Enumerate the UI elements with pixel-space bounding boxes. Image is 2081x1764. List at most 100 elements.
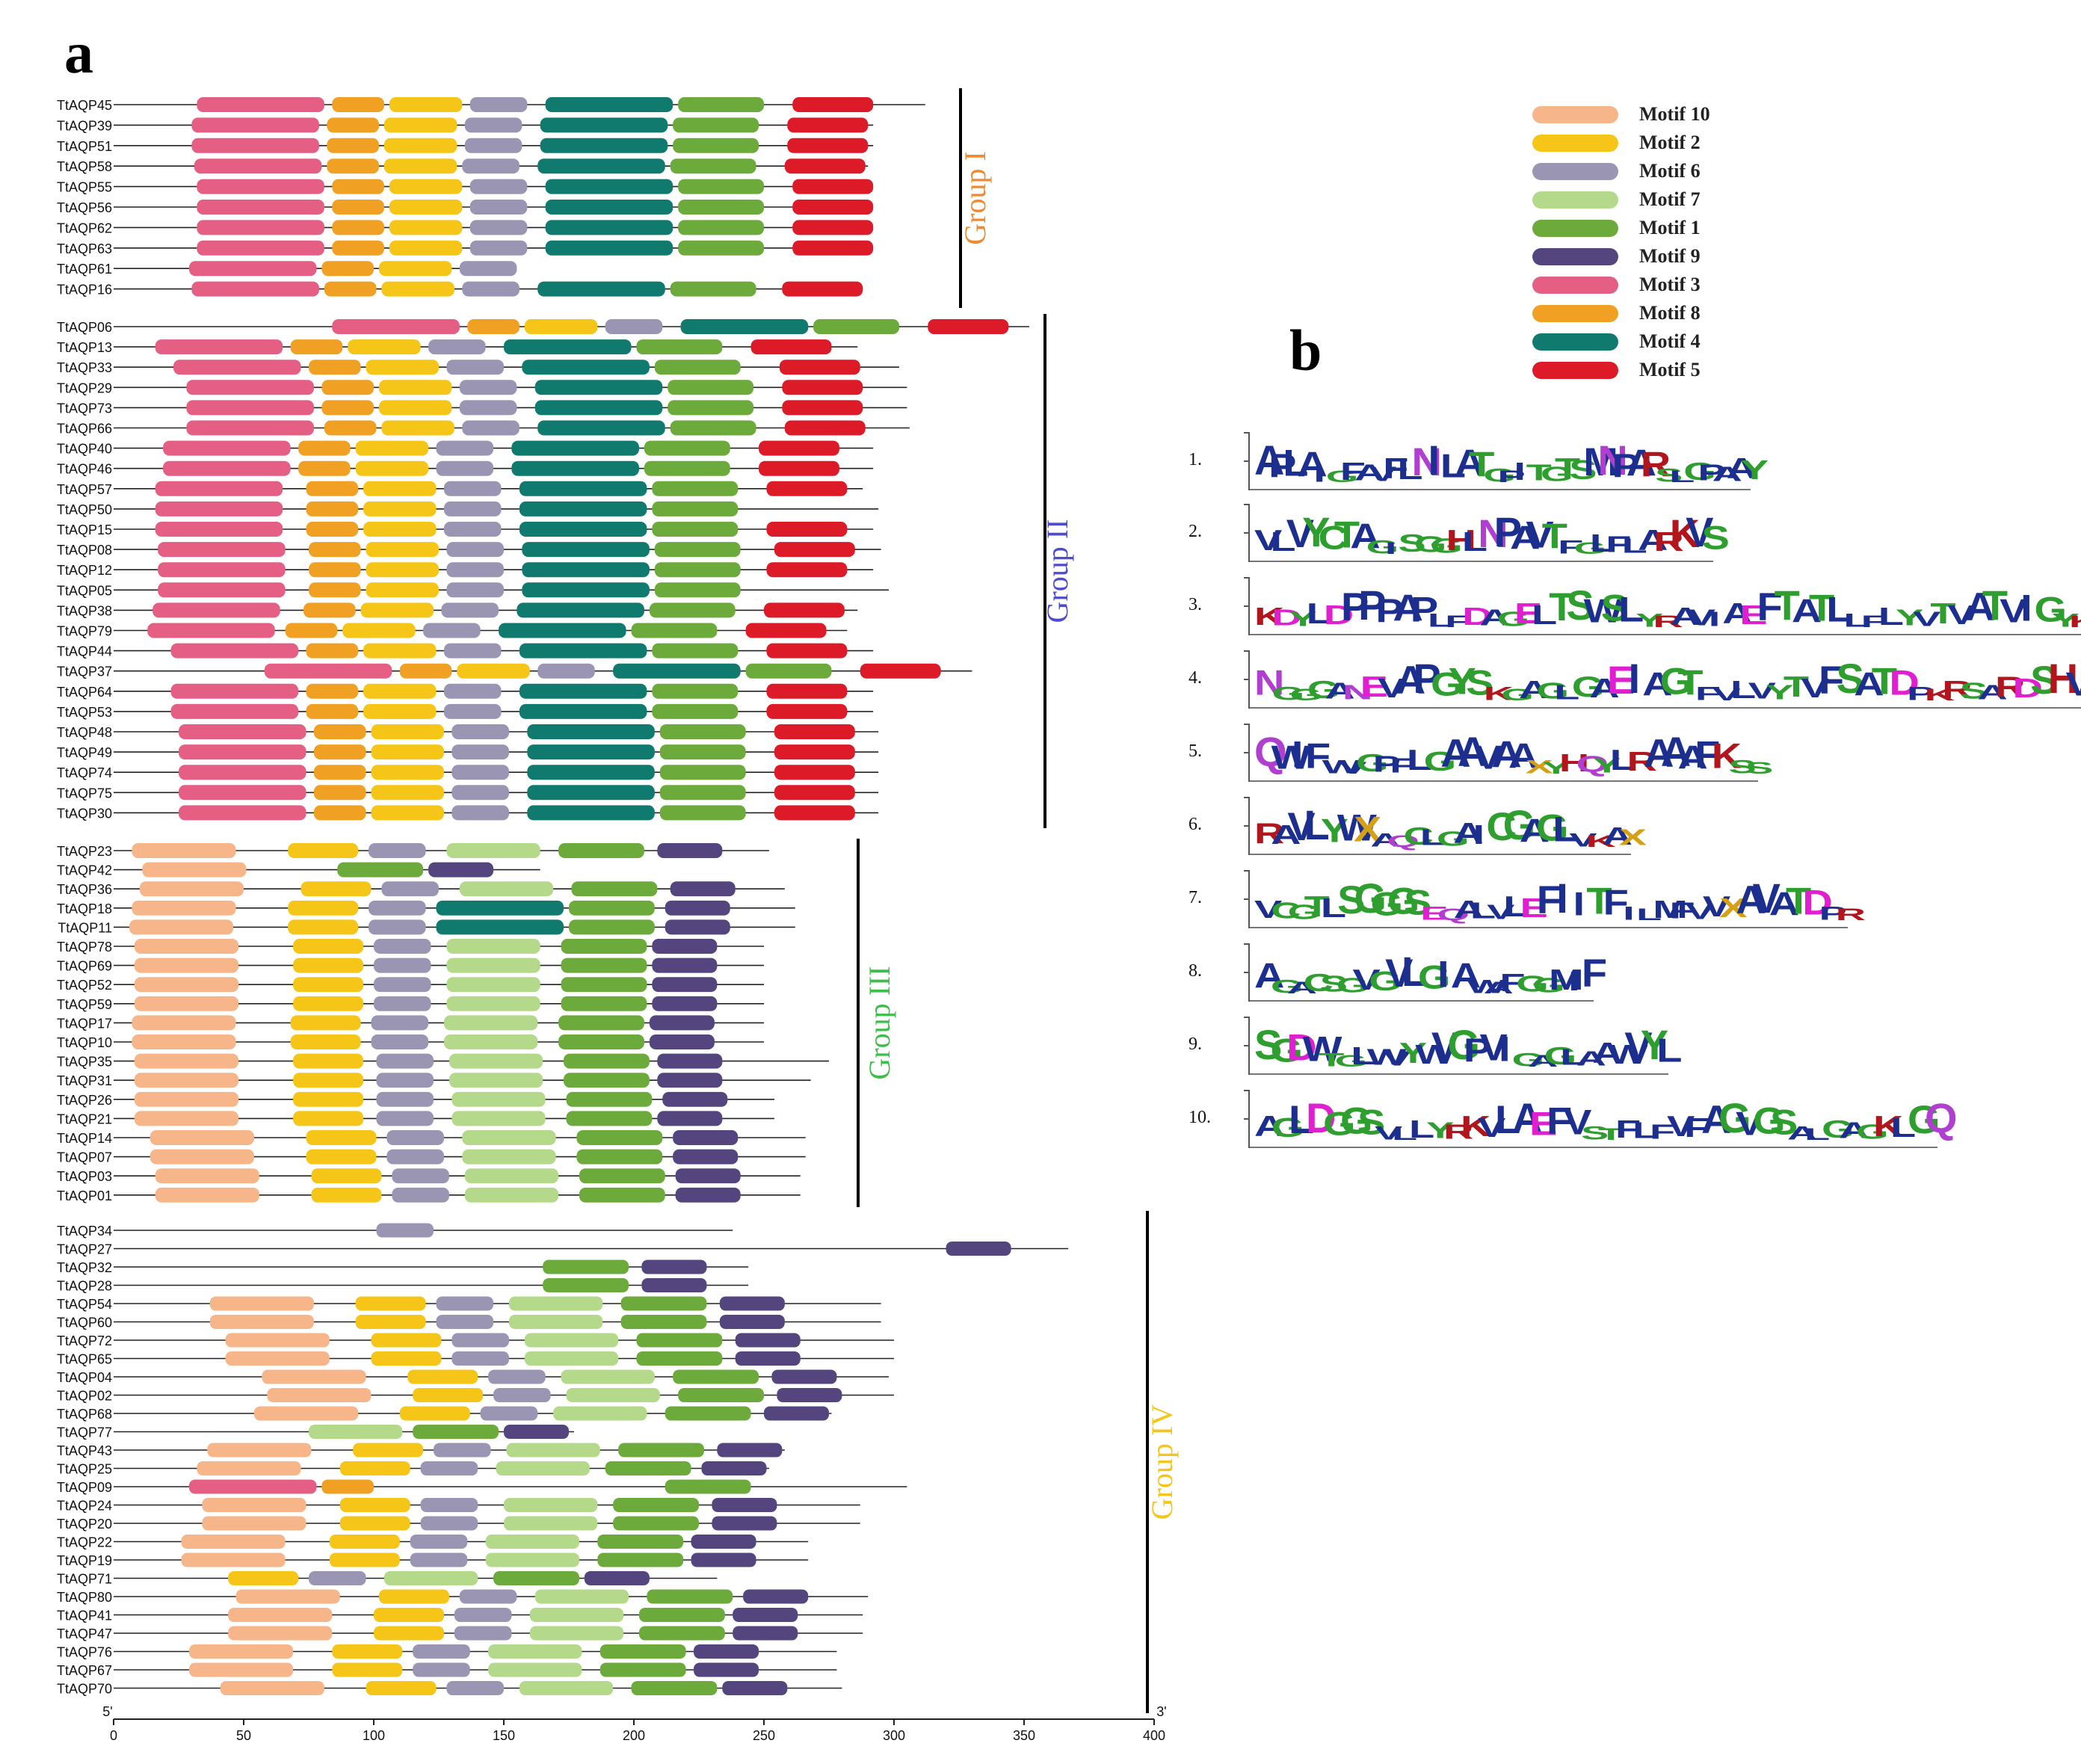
logo-letter: I bbox=[1473, 818, 1485, 850]
motif-box-m7 bbox=[506, 1443, 600, 1458]
motif-box-m7 bbox=[553, 1406, 647, 1421]
group-label: Group II bbox=[1040, 519, 1074, 623]
logo-letter: F bbox=[1383, 451, 1408, 485]
motif-box-m2 bbox=[355, 440, 429, 456]
logo-letter: Y bbox=[1448, 659, 1476, 703]
motif-box-m2 bbox=[360, 602, 434, 618]
motif-box-m2 bbox=[300, 881, 372, 897]
motif-box-m10 bbox=[225, 1351, 330, 1366]
logo-letter: L bbox=[1656, 1031, 1682, 1069]
motif-box-m1 bbox=[678, 240, 764, 256]
motif-box-m5 bbox=[784, 420, 866, 436]
motif-box-m3 bbox=[186, 420, 314, 436]
logo-letter: F bbox=[1860, 611, 1887, 631]
motif-box-m6 bbox=[381, 881, 439, 897]
logo-letter: Y bbox=[1302, 508, 1330, 555]
logo-letter: F bbox=[1603, 882, 1629, 922]
motif-box-m7 bbox=[448, 1073, 543, 1088]
motif-box-m3 bbox=[197, 179, 324, 194]
gene-label: TtAQP25 bbox=[57, 1462, 112, 1477]
gene-label: TtAQP36 bbox=[57, 882, 112, 897]
motif-box-m4 bbox=[545, 97, 673, 112]
logo-letter: T bbox=[1304, 889, 1330, 923]
motif-box-m2 bbox=[366, 562, 439, 578]
logo-letter: S bbox=[1337, 877, 1365, 922]
logo-letter: P bbox=[1340, 584, 1369, 629]
logo-letter: G bbox=[1336, 973, 1369, 997]
logo-row: 3. KDYLDPPPAPLFDAGELTSWSLYRAVIAEFTATLLFLY… bbox=[1189, 573, 2081, 640]
motif-box-m4 bbox=[527, 765, 655, 780]
motif-box-m9 bbox=[584, 1570, 650, 1586]
logo-letter: F bbox=[1499, 968, 1525, 996]
gene-label: TtAQP42 bbox=[57, 863, 112, 878]
motif-box-m2 bbox=[332, 1662, 403, 1677]
motif-box-m1 bbox=[652, 703, 739, 719]
motif-box-m8 bbox=[327, 117, 379, 133]
gene-label: TtAQP05 bbox=[57, 583, 112, 598]
motif-box-m3 bbox=[194, 158, 322, 174]
gene-label: TtAQP69 bbox=[57, 959, 112, 974]
motif-box-m5 bbox=[787, 138, 869, 153]
motif-box-m8 bbox=[306, 643, 359, 659]
gene-label: TtAQP02 bbox=[57, 1389, 112, 1404]
logo-axis bbox=[1244, 432, 1250, 490]
logo-letter: K bbox=[1924, 685, 1955, 704]
gene-label: TtAQP72 bbox=[57, 1333, 112, 1348]
logo-letter: N bbox=[1478, 511, 1508, 556]
motif-box-m6 bbox=[413, 1662, 470, 1677]
motif-box-m6 bbox=[309, 1570, 366, 1586]
motif-box-m2 bbox=[381, 420, 454, 436]
motif-box-m4 bbox=[519, 481, 647, 496]
motif-box-m2 bbox=[378, 1589, 449, 1604]
motif-box-m9 bbox=[764, 1406, 829, 1421]
gene-label: TtAQP74 bbox=[57, 765, 112, 780]
group-label: Group IV bbox=[1145, 1404, 1179, 1520]
logo-axis bbox=[1244, 724, 1250, 782]
logo-letter: G bbox=[1571, 670, 1605, 703]
motif-box-m10 bbox=[142, 862, 247, 878]
motif-box-m8 bbox=[309, 360, 361, 375]
motif-box-m2 bbox=[363, 683, 437, 699]
logo-letter: L bbox=[1554, 680, 1579, 704]
logo-letter: S bbox=[1959, 677, 1988, 704]
motif-box-m3 bbox=[191, 138, 319, 153]
motif-box-m3 bbox=[197, 200, 324, 215]
gene-label: TtAQP10 bbox=[57, 1035, 112, 1050]
logo-letter: V bbox=[1569, 829, 1597, 851]
motif-box-m1 bbox=[673, 1369, 759, 1384]
motif-box-m7 bbox=[451, 1111, 546, 1126]
motif-box-m5 bbox=[766, 683, 848, 699]
logo-letter: A bbox=[1677, 738, 1707, 776]
motif-box-m4 bbox=[527, 805, 655, 821]
logo-letter: R bbox=[1640, 444, 1671, 484]
motif-box-m5 bbox=[766, 522, 848, 537]
axis-end-label: 3' bbox=[1156, 1704, 1166, 1719]
logo-letter: M bbox=[1653, 895, 1688, 923]
motif-box-m6 bbox=[374, 957, 431, 973]
motif-box-m10 bbox=[134, 1053, 239, 1069]
logo-letter: V bbox=[1254, 523, 1282, 557]
group-label: Group III bbox=[863, 966, 896, 1079]
motif-box-m1 bbox=[654, 562, 741, 578]
logo-letter: A bbox=[1271, 818, 1301, 850]
logo-letter: T bbox=[1783, 670, 1809, 703]
gene-label: TtAQP07 bbox=[57, 1150, 112, 1165]
motif-box-m2 bbox=[371, 765, 444, 780]
motif-box-m6 bbox=[410, 1552, 468, 1567]
logo-letter: V bbox=[1686, 900, 1714, 924]
motif-box-m2 bbox=[371, 1351, 442, 1366]
logo-letter: Y bbox=[1740, 454, 1769, 485]
gene-label: TtAQP09 bbox=[57, 1480, 112, 1495]
gene-label: TtAQP58 bbox=[57, 159, 112, 174]
logo-letter: V bbox=[1478, 1111, 1505, 1143]
motif-box-m5 bbox=[792, 97, 874, 112]
motif-box-m8 bbox=[306, 501, 359, 516]
motif-box-m2 bbox=[389, 220, 463, 235]
motif-box-m6 bbox=[451, 724, 509, 739]
motif-box-m1 bbox=[576, 1130, 663, 1145]
motif-box-m8 bbox=[313, 724, 366, 739]
x-tick-label: 50 bbox=[236, 1728, 251, 1743]
logo-sequence: APLAIGFAVFLNILATGPITGTSMNPARSLGPAAY bbox=[1254, 434, 1769, 487]
gene-label: TtAQP68 bbox=[57, 1407, 112, 1422]
motif-box-m4 bbox=[511, 440, 639, 456]
